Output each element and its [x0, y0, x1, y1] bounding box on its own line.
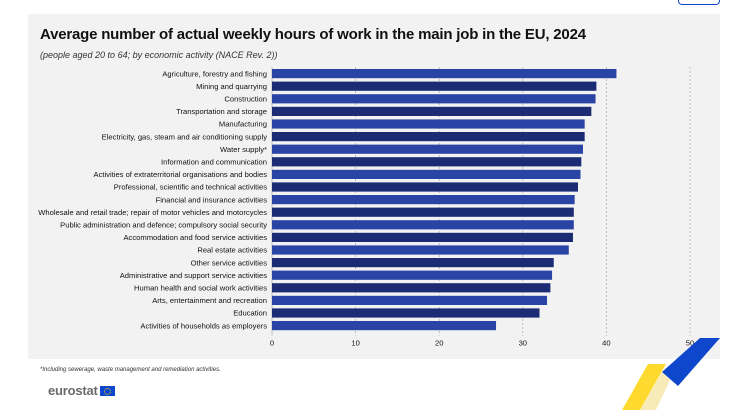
category-label: Financial and insurance activities: [156, 195, 268, 204]
category-label: Manufacturing: [219, 120, 267, 129]
bar: [272, 232, 573, 242]
category-label: Electricity, gas, steam and air conditio…: [102, 132, 268, 141]
category-label: Accommodation and food service activitie…: [123, 233, 267, 242]
x-axis-ticks: 0 10 20 30 40 50: [270, 339, 694, 348]
category-label: Education: [233, 309, 267, 318]
category-label: Arts, entertainment and recreation: [152, 296, 267, 305]
bars: [272, 69, 617, 331]
chart-subtitle: (people aged 20 to 64; by economic activ…: [40, 50, 278, 60]
yellow-ribbon: [622, 364, 666, 410]
bar: [272, 207, 574, 217]
category-label: Real estate activities: [197, 246, 267, 255]
bar: [272, 182, 578, 192]
chart-title: Average number of actual weekly hours of…: [40, 26, 586, 43]
eurostat-logo: eurostat: [48, 383, 115, 398]
category-label: Human health and social work activities: [134, 284, 267, 293]
footnote: *Including sewerage, waste management an…: [40, 367, 221, 373]
bar: [272, 157, 582, 167]
category-label: Mining and quarrying: [196, 82, 267, 91]
bar: [272, 132, 585, 142]
eu-flag-icon: [99, 385, 115, 396]
bar: [272, 270, 553, 280]
x-tick-label: 0: [270, 339, 274, 348]
bar: [272, 321, 497, 331]
bar: [272, 106, 592, 116]
bar: [272, 94, 596, 104]
bar: [272, 81, 597, 91]
category-label: Activities of households as employers: [140, 321, 267, 330]
category-label: Administrative and support service activ…: [120, 271, 267, 280]
bar: [272, 144, 583, 154]
x-tick-label: 20: [435, 339, 443, 348]
x-tick-label: 40: [602, 339, 610, 348]
category-label: Professional, scientific and technical a…: [114, 183, 267, 192]
bar: [272, 169, 581, 179]
bar: [272, 69, 617, 79]
category-labels: Agriculture, forestry and fishing Mining …: [38, 69, 267, 330]
category-label: Activities of extraterritorial organisat…: [94, 170, 268, 179]
x-tick-label: 10: [351, 339, 359, 348]
category-label: Agriculture, forestry and fishing: [162, 69, 267, 78]
decorative-ribbon: [622, 338, 720, 410]
x-tick-label: 50: [686, 339, 694, 348]
bar: [272, 283, 551, 293]
category-label: Water supply*: [220, 145, 267, 154]
category-label: Transportation and storage: [176, 107, 267, 116]
bar: [272, 258, 554, 268]
category-label: Construction: [224, 95, 267, 104]
category-label: Other service activities: [191, 258, 268, 267]
pale-ribbon: [640, 372, 670, 410]
bar: [272, 195, 575, 205]
logo-text: eurostat: [48, 383, 98, 398]
category-label: Wholesale and retail trade; repair of mo…: [38, 208, 267, 217]
bar: [272, 308, 540, 318]
bar: [272, 119, 585, 129]
blue-ribbon: [662, 338, 720, 386]
bar: [272, 220, 574, 230]
category-label: Public administration and defence; compu…: [60, 221, 267, 230]
category-label: Information and communication: [161, 158, 267, 167]
bar: [272, 295, 548, 305]
corner-frame: [678, 0, 720, 5]
bar: [272, 245, 569, 255]
x-tick-label: 30: [519, 339, 527, 348]
